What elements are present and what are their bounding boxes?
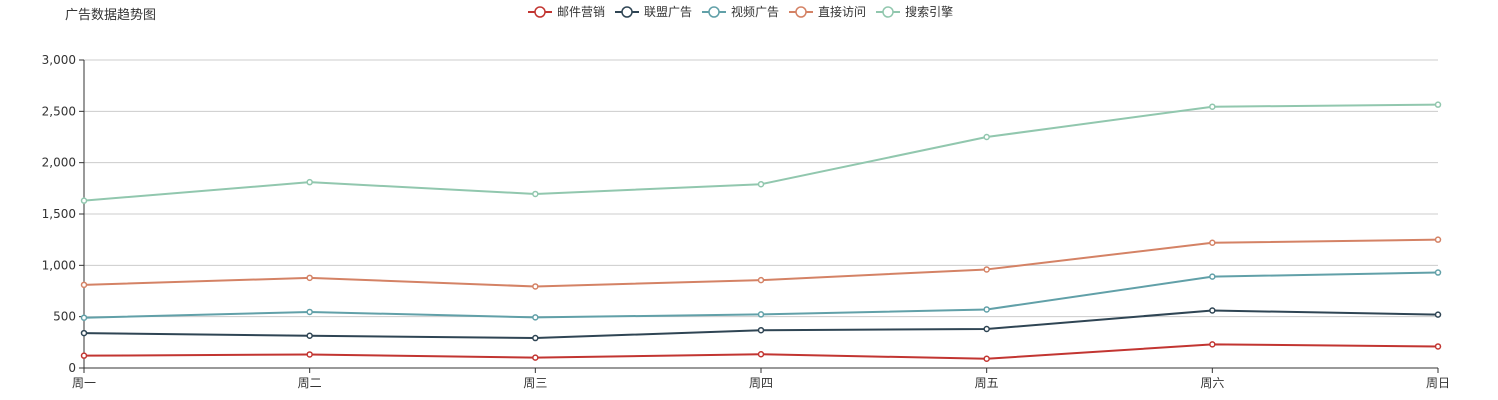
data-point	[1434, 343, 1442, 350]
x-tick-label: 周一	[72, 376, 96, 390]
data-point	[983, 355, 990, 363]
x-tick-label: 周四	[749, 376, 773, 390]
data-point	[306, 332, 313, 340]
data-point	[532, 314, 539, 321]
data-point	[80, 197, 88, 204]
data-point	[532, 334, 539, 342]
data-point	[757, 276, 765, 284]
legend-swatch-icon	[789, 5, 814, 18]
legend-swatch-icon	[528, 5, 552, 18]
series-1	[80, 341, 1442, 363]
y-tick-label: 500	[53, 310, 76, 324]
legend-label: 联盟广告	[644, 5, 693, 19]
series-3	[80, 269, 1442, 321]
legend-label: 直接访问	[818, 5, 867, 19]
data-point	[757, 180, 765, 188]
data-point	[1434, 269, 1442, 276]
legend-swatch-icon	[702, 5, 727, 18]
chart-title: 广告数据趋势图	[65, 8, 157, 23]
x-tick-label: 周五	[975, 376, 999, 390]
legend-item[interactable]: 直接访问	[789, 3, 866, 20]
data-point	[1209, 273, 1216, 280]
data-point	[532, 190, 539, 198]
x-tick-label: 周二	[298, 376, 322, 390]
legend-item[interactable]: 视频广告	[702, 3, 779, 20]
y-tick-label: 2,000	[42, 156, 76, 170]
series-2	[80, 307, 1442, 342]
data-point	[306, 178, 313, 186]
data-point	[1209, 239, 1216, 246]
legend-swatch-icon	[876, 5, 901, 18]
data-point	[1209, 307, 1216, 314]
legend-label: 搜索引擎	[905, 5, 954, 19]
y-tick-label: 3,000	[42, 53, 76, 67]
legend-item[interactable]: 联盟广告	[615, 3, 692, 20]
data-point	[1434, 311, 1442, 318]
x-tick-label: 周三	[523, 376, 547, 390]
data-point	[983, 266, 990, 273]
legend-label: 邮件营销	[557, 5, 606, 19]
data-point	[80, 281, 88, 289]
data-point	[532, 354, 539, 361]
x-tick-label: 周六	[1200, 376, 1224, 390]
data-point	[80, 314, 88, 321]
legend-label: 视频广告	[731, 5, 780, 19]
y-tick-label: 0	[68, 361, 76, 375]
legend-item[interactable]: 搜索引擎	[876, 3, 953, 20]
legend-swatch-icon	[615, 5, 640, 18]
data-point	[80, 352, 88, 359]
data-point	[757, 350, 765, 358]
data-point	[1434, 101, 1442, 108]
data-point	[757, 326, 765, 334]
data-point	[983, 306, 990, 313]
data-point	[1209, 341, 1216, 348]
y-tick-label: 2,500	[42, 104, 76, 118]
chart-legend: 邮件营销 联盟广告 视频广告 直接访问 搜索引擎	[528, 3, 953, 20]
data-point	[80, 329, 88, 337]
data-point	[306, 351, 313, 358]
data-point	[306, 308, 313, 316]
x-tick-label: 周日	[1426, 376, 1450, 390]
data-point	[306, 274, 313, 282]
data-point	[983, 325, 990, 333]
legend-item[interactable]: 邮件营销	[528, 3, 605, 20]
series-5	[80, 101, 1442, 204]
data-point	[1434, 236, 1442, 243]
data-point	[1209, 103, 1216, 110]
data-point	[757, 311, 765, 318]
data-point	[532, 283, 539, 290]
y-tick-label: 1,000	[42, 258, 76, 272]
series-4	[80, 236, 1442, 290]
y-tick-label: 1,500	[42, 207, 76, 221]
data-point	[983, 133, 990, 141]
